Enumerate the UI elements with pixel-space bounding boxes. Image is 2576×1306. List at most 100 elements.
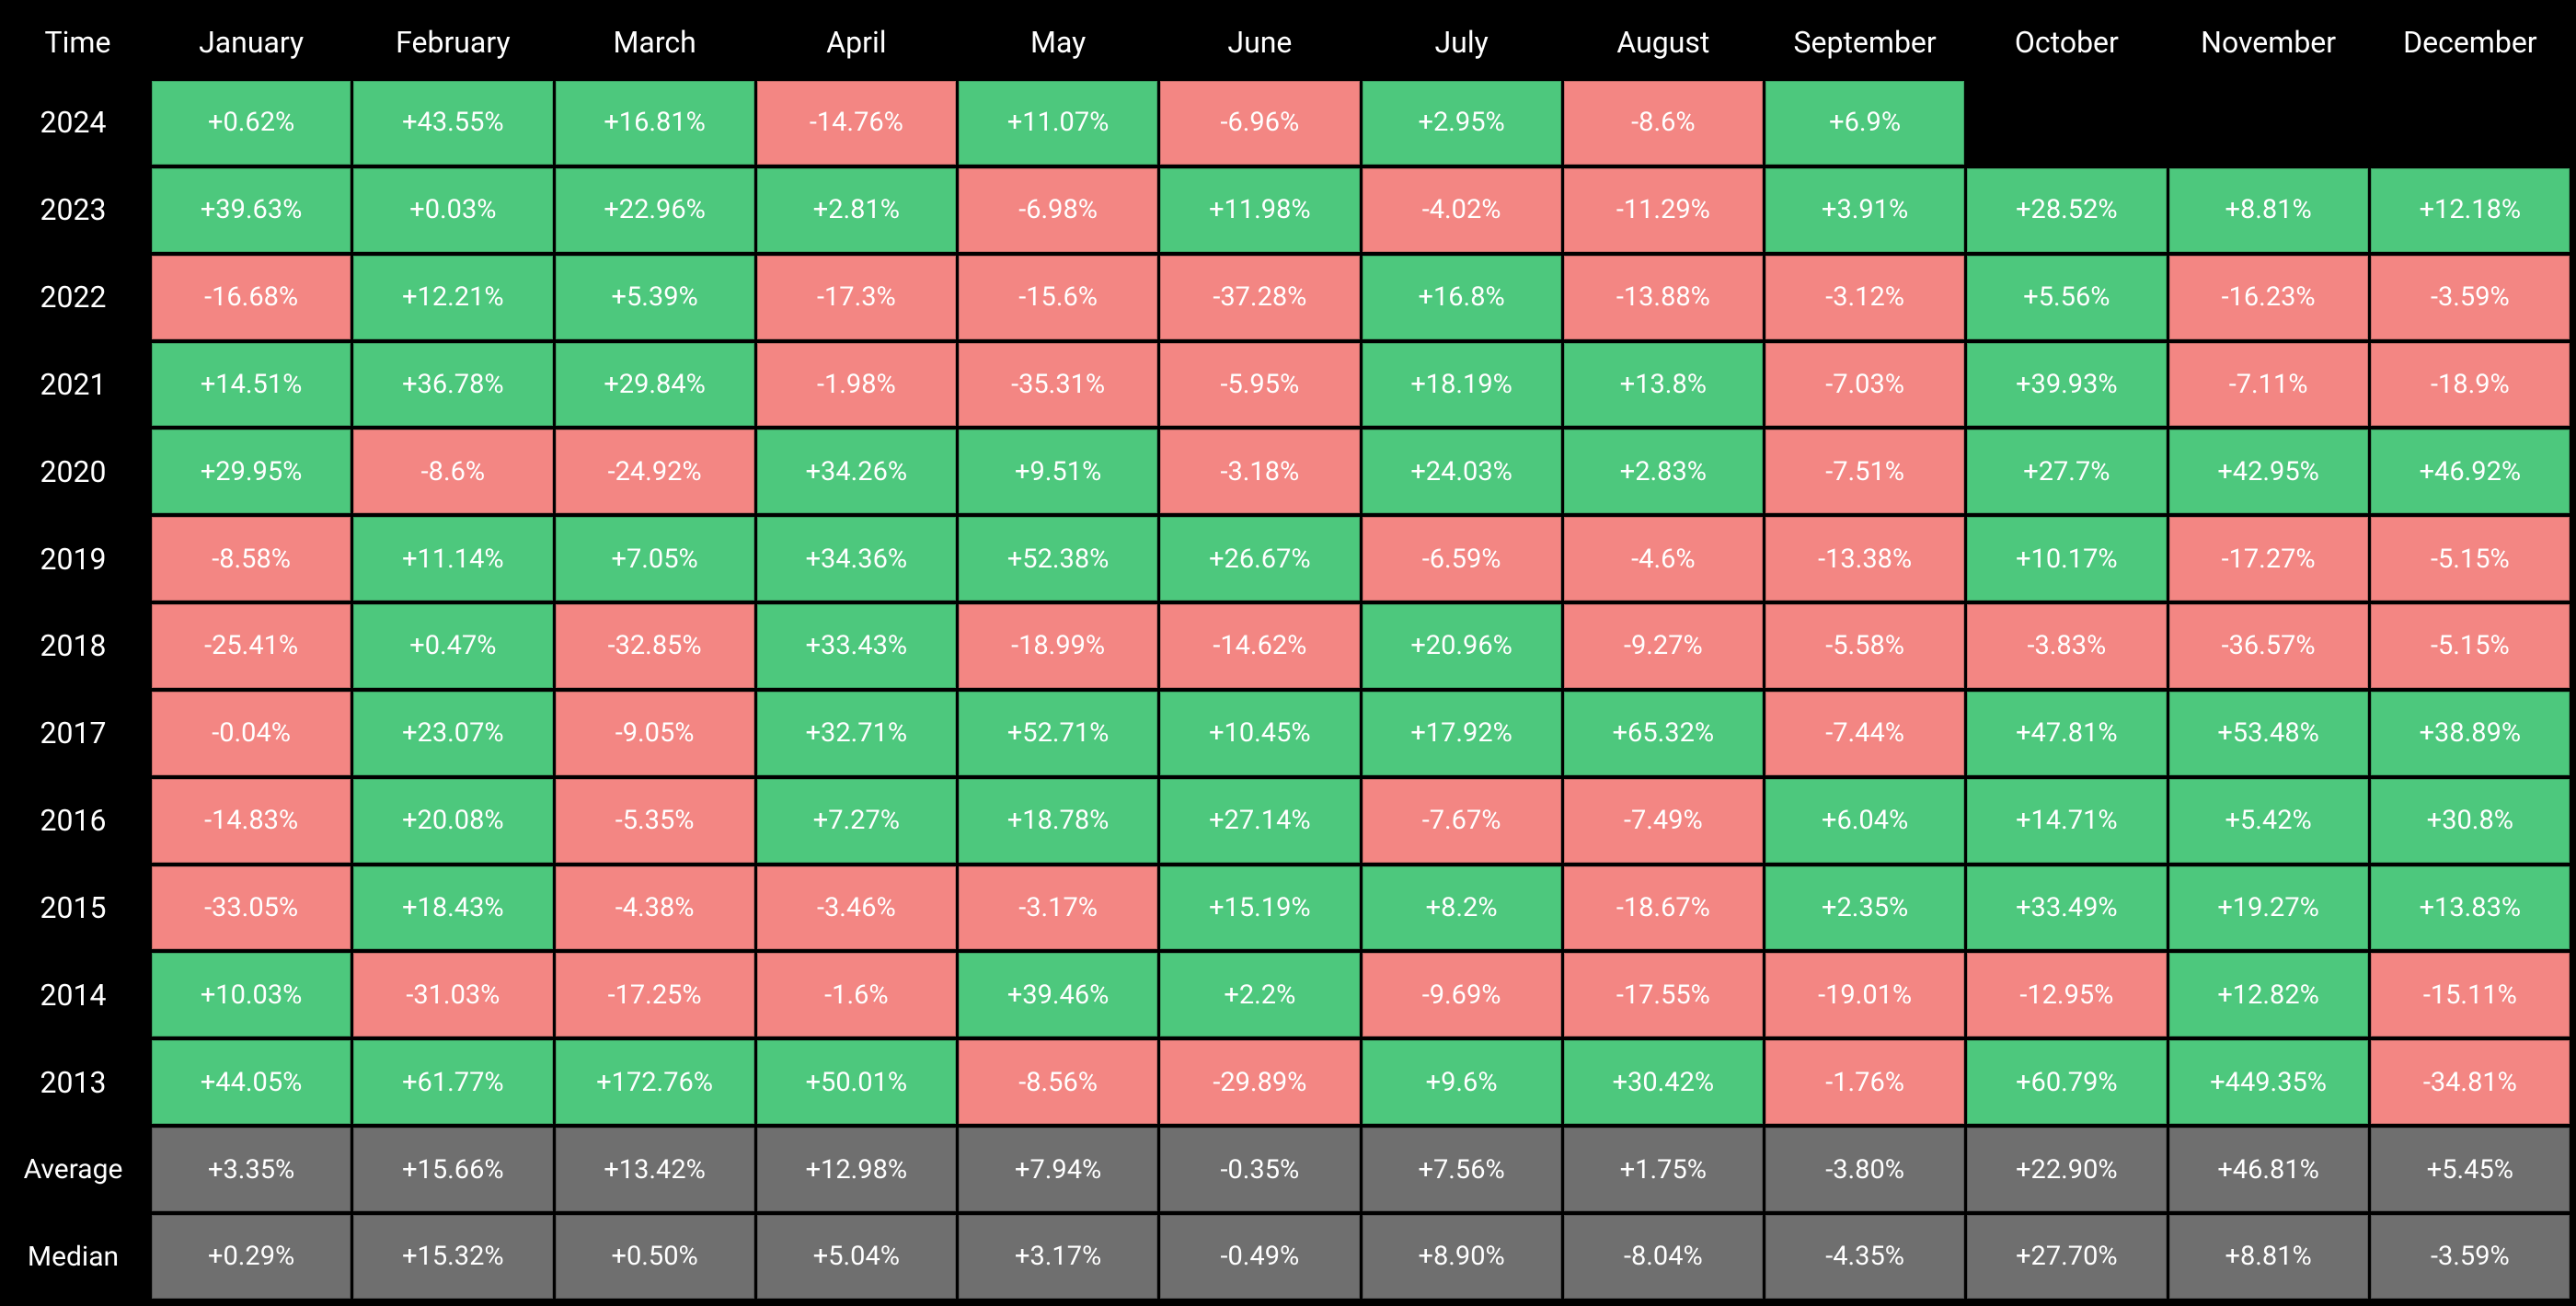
data-cell: -3.46% [757, 866, 956, 950]
data-cell: -24.92% [556, 430, 754, 513]
row-label: 2023 [6, 168, 149, 252]
column-header: September [1765, 7, 1964, 77]
data-cell: +11.07% [959, 81, 1157, 165]
column-header: March [556, 7, 754, 77]
data-cell: +17.92% [1363, 692, 1561, 775]
data-cell: +38.89% [2371, 692, 2570, 775]
data-cell: -6.59% [1363, 517, 1561, 601]
data-cell: -8.04% [1564, 1215, 1763, 1299]
data-cell: -13.38% [1765, 517, 1964, 601]
data-cell: -17.3% [757, 256, 956, 339]
data-cell: -1.6% [757, 953, 956, 1037]
row-label: 2015 [6, 866, 149, 950]
data-cell: +10.03% [152, 953, 351, 1037]
data-cell: +449.35% [2169, 1040, 2368, 1124]
data-cell: +8.90% [1363, 1215, 1561, 1299]
column-header: June [1160, 7, 1359, 77]
data-cell: +22.90% [1967, 1128, 2166, 1211]
data-cell: +1.75% [1564, 1128, 1763, 1211]
data-cell: -17.25% [556, 953, 754, 1037]
row-label: 2016 [6, 779, 149, 863]
data-cell: +5.42% [2169, 779, 2368, 863]
data-cell: +6.04% [1765, 779, 1964, 863]
data-cell: +60.79% [1967, 1040, 2166, 1124]
data-cell: -5.15% [2371, 517, 2570, 601]
row-label: Median [6, 1215, 149, 1299]
data-cell: -7.11% [2169, 343, 2368, 427]
data-cell: -8.6% [1564, 81, 1763, 165]
data-cell: +27.14% [1160, 779, 1359, 863]
data-cell: +28.52% [1967, 168, 2166, 252]
data-cell: -34.81% [2371, 1040, 2570, 1124]
data-cell: +5.45% [2371, 1128, 2570, 1211]
column-header: January [152, 7, 351, 77]
data-cell: +8.81% [2169, 168, 2368, 252]
data-cell: +12.18% [2371, 168, 2570, 252]
data-cell: -8.6% [353, 430, 552, 513]
data-cell: -15.11% [2371, 953, 2570, 1037]
table-row: 2020+29.95%-8.6%-24.92%+34.26%+9.51%-3.1… [6, 430, 2570, 513]
data-cell: -13.88% [1564, 256, 1763, 339]
data-cell: +0.47% [353, 604, 552, 688]
row-label: 2014 [6, 953, 149, 1037]
column-header: November [2169, 7, 2368, 77]
row-label: 2018 [6, 604, 149, 688]
data-cell: +12.82% [2169, 953, 2368, 1037]
table-row: 2018-25.41%+0.47%-32.85%+33.43%-18.99%-1… [6, 604, 2570, 688]
data-cell: +9.6% [1363, 1040, 1561, 1124]
data-cell: +61.77% [353, 1040, 552, 1124]
table-row: 2023+39.63%+0.03%+22.96%+2.81%-6.98%+11.… [6, 168, 2570, 252]
data-cell: +34.26% [757, 430, 956, 513]
data-cell: +52.71% [959, 692, 1157, 775]
data-cell: +8.2% [1363, 866, 1561, 950]
data-cell: -8.56% [959, 1040, 1157, 1124]
data-cell: +0.29% [152, 1215, 351, 1299]
data-cell: +12.98% [757, 1128, 956, 1211]
data-cell: +3.17% [959, 1215, 1157, 1299]
data-cell: -18.67% [1564, 866, 1763, 950]
data-cell: -18.9% [2371, 343, 2570, 427]
data-cell: +50.01% [757, 1040, 956, 1124]
table-row: 2016-14.83%+20.08%-5.35%+7.27%+18.78%+27… [6, 779, 2570, 863]
table-row: 2022-16.68%+12.21%+5.39%-17.3%-15.6%-37.… [6, 256, 2570, 339]
data-cell: -3.12% [1765, 256, 1964, 339]
data-cell: -7.44% [1765, 692, 1964, 775]
data-cell: +15.66% [353, 1128, 552, 1211]
column-header: August [1564, 7, 1763, 77]
data-cell: +29.95% [152, 430, 351, 513]
data-cell: -17.27% [2169, 517, 2368, 601]
data-cell: +42.95% [2169, 430, 2368, 513]
data-cell: +22.96% [556, 168, 754, 252]
data-cell: -4.38% [556, 866, 754, 950]
row-label: 2022 [6, 256, 149, 339]
data-cell: +7.27% [757, 779, 956, 863]
data-cell: -37.28% [1160, 256, 1359, 339]
data-cell: +15.32% [353, 1215, 552, 1299]
data-cell: -14.83% [152, 779, 351, 863]
data-cell: +20.96% [1363, 604, 1561, 688]
data-cell: +16.81% [556, 81, 754, 165]
summary-row: Average+3.35%+15.66%+13.42%+12.98%+7.94%… [6, 1128, 2570, 1211]
data-cell: -14.62% [1160, 604, 1359, 688]
data-cell: +7.94% [959, 1128, 1157, 1211]
data-cell: -7.51% [1765, 430, 1964, 513]
data-cell: +34.36% [757, 517, 956, 601]
data-cell: -6.96% [1160, 81, 1359, 165]
data-cell: -3.17% [959, 866, 1157, 950]
table-body: 2024+0.62%+43.55%+16.81%-14.76%+11.07%-6… [6, 81, 2570, 1299]
row-label: 2019 [6, 517, 149, 601]
data-cell [1967, 81, 2166, 165]
data-cell: -4.6% [1564, 517, 1763, 601]
column-header: October [1967, 7, 2166, 77]
summary-row: Median+0.29%+15.32%+0.50%+5.04%+3.17%-0.… [6, 1215, 2570, 1299]
table-row: 2015-33.05%+18.43%-4.38%-3.46%-3.17%+15.… [6, 866, 2570, 950]
data-cell: -0.04% [152, 692, 351, 775]
data-cell: -15.6% [959, 256, 1157, 339]
data-cell: +172.76% [556, 1040, 754, 1124]
data-cell: -32.85% [556, 604, 754, 688]
data-cell: +20.08% [353, 779, 552, 863]
data-cell: +0.03% [353, 168, 552, 252]
data-cell: -16.23% [2169, 256, 2368, 339]
data-cell: +2.35% [1765, 866, 1964, 950]
row-label: Average [6, 1128, 149, 1211]
